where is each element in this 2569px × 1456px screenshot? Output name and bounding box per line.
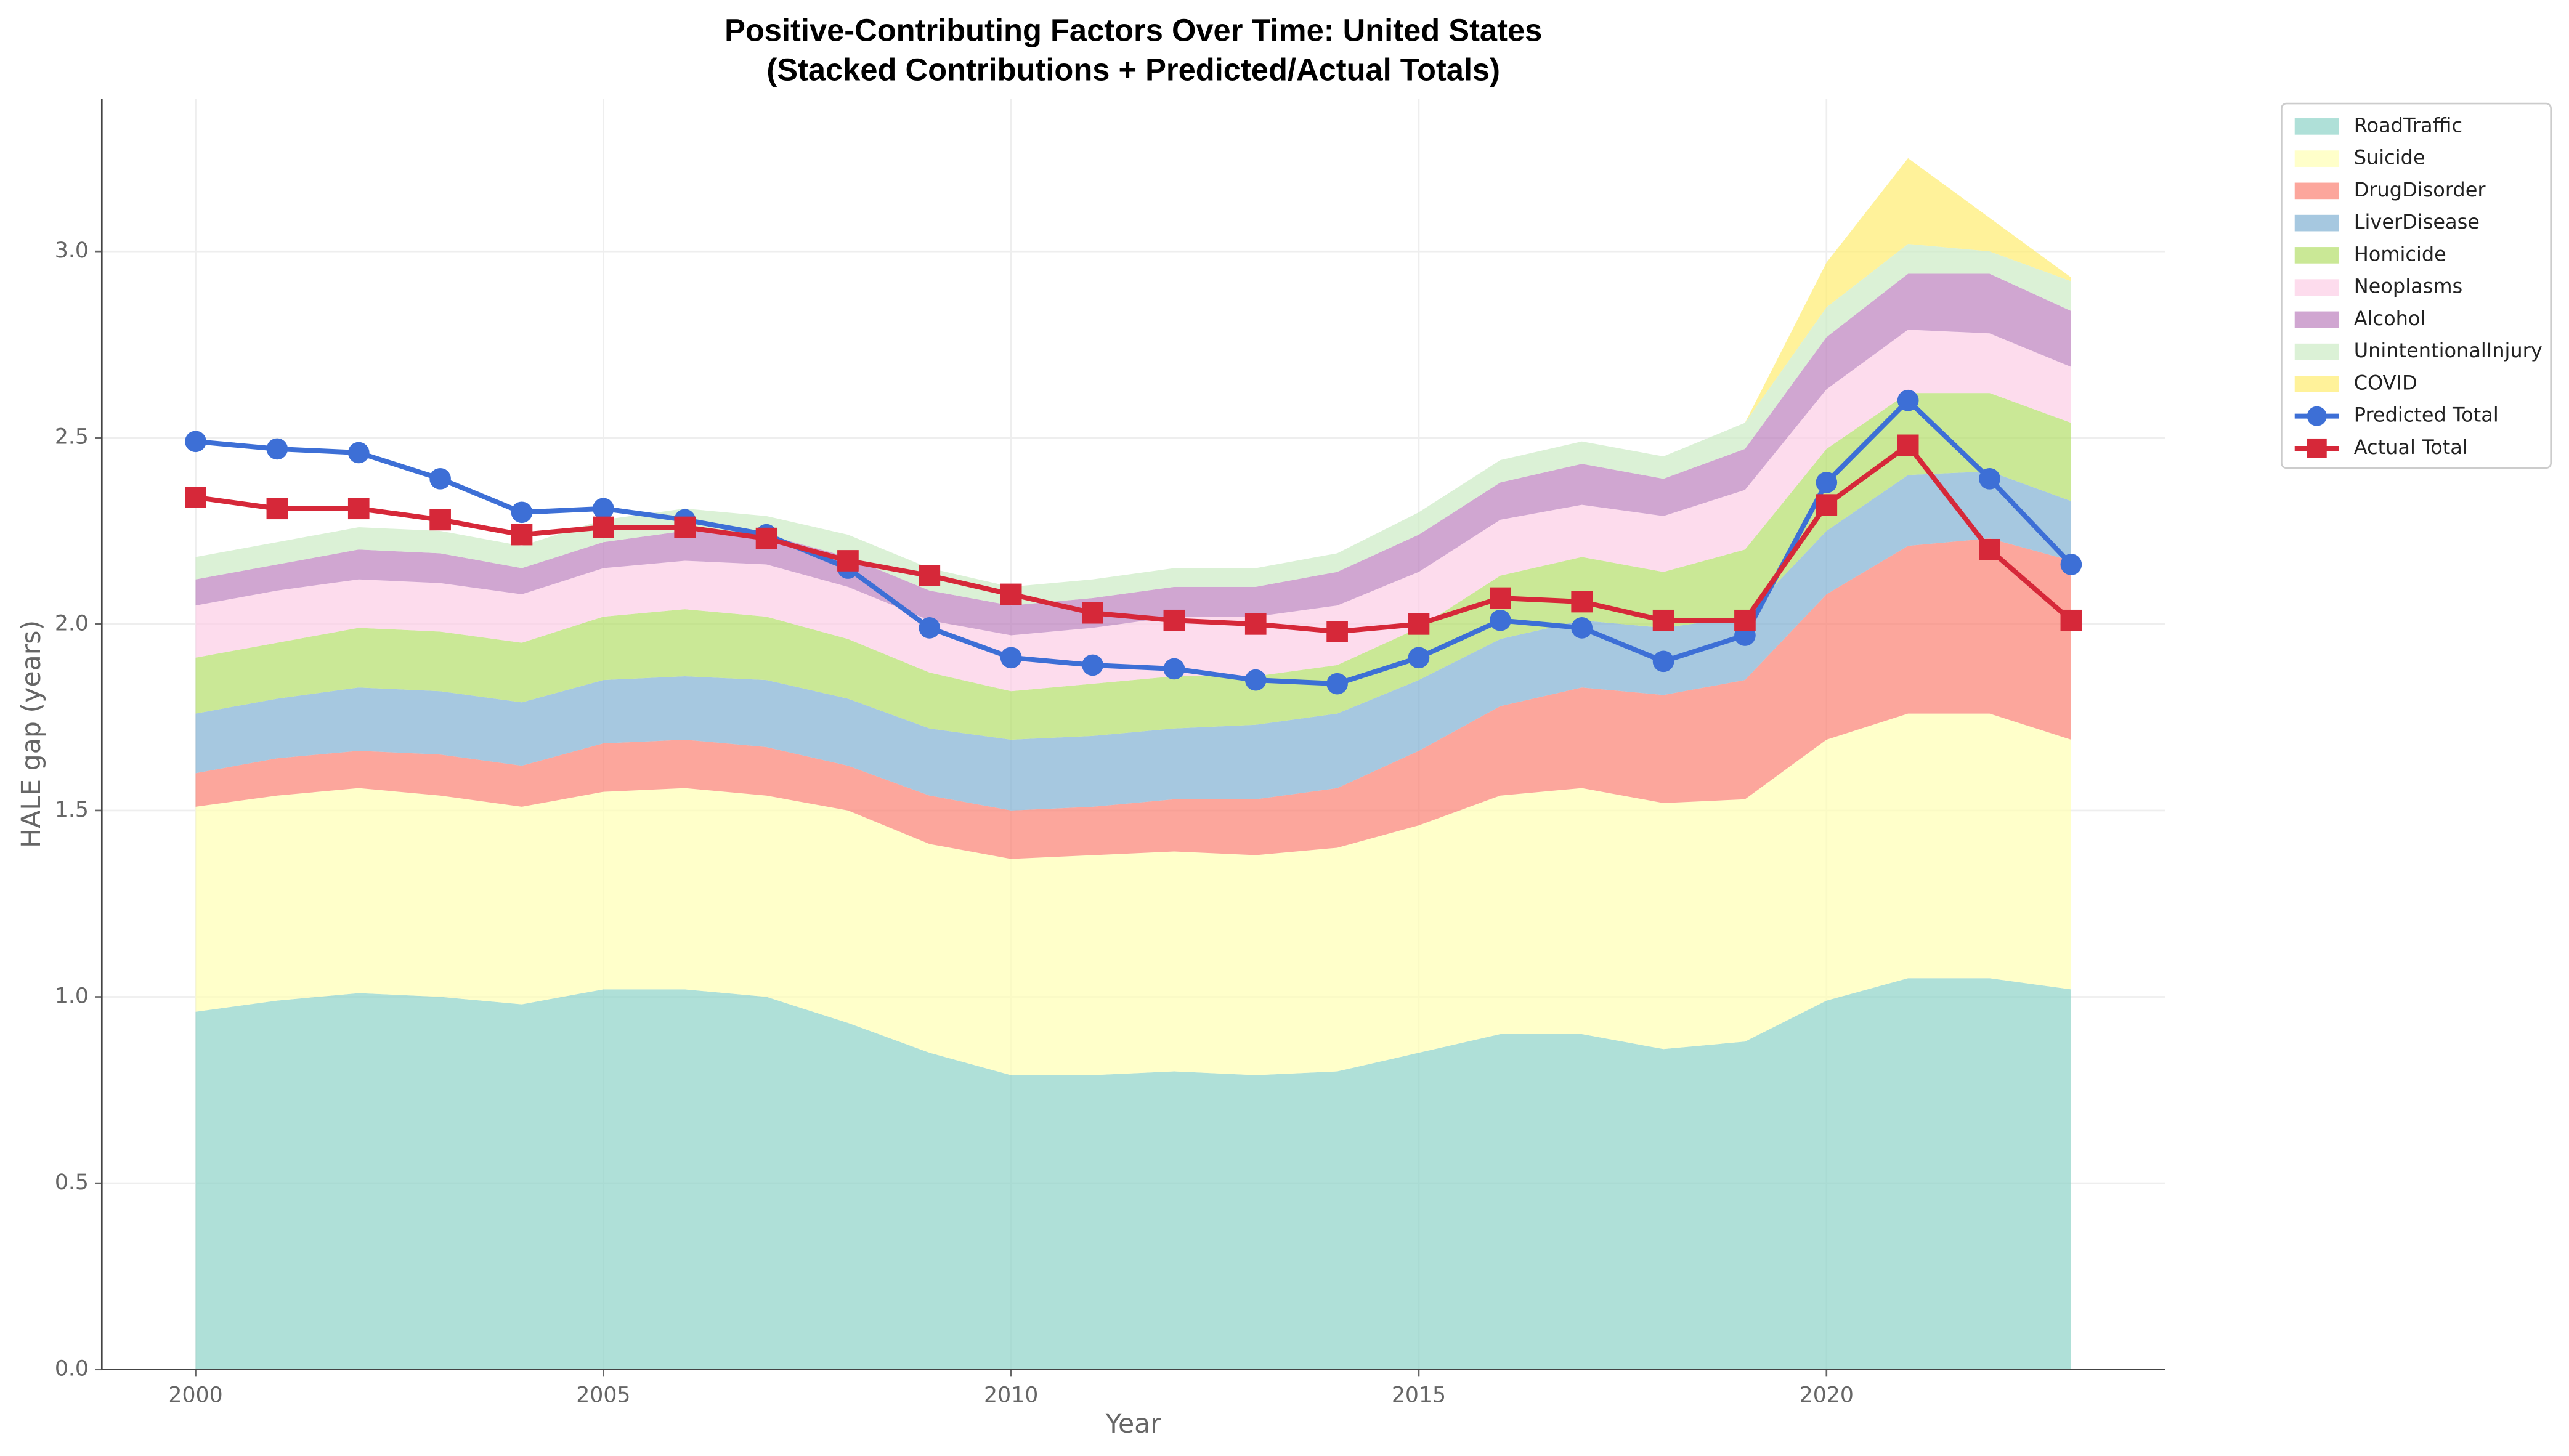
marker — [755, 527, 777, 549]
total-line — [195, 397, 2073, 687]
marker — [1408, 647, 1430, 669]
legend-swatch — [2294, 311, 2339, 328]
y-tick-label: 0.5 — [55, 1170, 89, 1195]
legend-label: RoadTraffic — [2354, 113, 2462, 137]
legend-label: Predicted Total — [2354, 403, 2499, 427]
legend-swatch — [2294, 214, 2339, 232]
marker — [593, 498, 614, 520]
marker — [1734, 609, 1756, 631]
legend-label: Suicide — [2354, 146, 2425, 169]
marker — [185, 431, 206, 453]
legend-swatch — [2294, 182, 2339, 200]
marker — [1571, 617, 1593, 639]
marker — [266, 438, 288, 460]
marker — [511, 524, 533, 546]
x-axis-label: Year — [1105, 1409, 1162, 1439]
chart-subtitle: (Stacked Contributions + Predicted/Actua… — [766, 52, 1500, 87]
y-tick-label: 1.5 — [55, 798, 89, 822]
marker — [674, 516, 696, 538]
legend-label: LiverDisease — [2354, 210, 2480, 233]
legend-swatch — [2294, 118, 2339, 135]
total-line — [195, 442, 2073, 634]
marker — [1326, 673, 1348, 695]
area — [195, 713, 2071, 1075]
legend-label: Neoplasms — [2354, 275, 2462, 298]
legend-marker — [2307, 406, 2327, 426]
marker — [919, 565, 941, 586]
marker — [1082, 602, 1103, 624]
marker — [1816, 472, 1838, 493]
marker — [1490, 587, 1511, 609]
legend: RoadTraffic Suicide DrugDisorder LiverDisea… — [2281, 102, 2552, 469]
marker — [1163, 658, 1185, 680]
areas — [195, 158, 2071, 1370]
legend-swatch — [2294, 150, 2339, 167]
marker — [347, 442, 370, 464]
legend-box — [2281, 102, 2552, 469]
marker — [266, 498, 288, 520]
chart-title: Positive-Contributing Factors Over Time:… — [724, 13, 1542, 48]
marker — [429, 467, 451, 490]
marker — [1244, 669, 1267, 691]
marker — [2060, 609, 2082, 631]
lines — [185, 389, 2082, 695]
legend-marker — [2307, 438, 2327, 458]
x-tick-label: 2005 — [576, 1383, 630, 1407]
area — [195, 393, 2071, 740]
y-tick-label: 3.0 — [55, 238, 89, 263]
marker — [1897, 389, 1919, 411]
x-tick-label: 2000 — [168, 1383, 222, 1407]
marker — [1000, 647, 1022, 669]
y-tick-label: 1.0 — [55, 984, 89, 1009]
x-tick-label: 2020 — [1800, 1383, 1854, 1407]
legend-label: Homicide — [2354, 242, 2446, 265]
marker — [1979, 538, 2000, 560]
marker — [919, 617, 941, 639]
marker — [1408, 613, 1430, 635]
marker — [429, 509, 451, 531]
y-tick-label: 0.0 — [55, 1357, 89, 1381]
marker — [1244, 613, 1267, 635]
marker — [1490, 609, 1511, 631]
y-tick-label: 2.0 — [55, 611, 89, 636]
marker — [511, 501, 533, 524]
marker — [2060, 554, 2082, 575]
marker — [1326, 621, 1348, 642]
area — [195, 471, 2071, 811]
legend-swatch — [2294, 343, 2339, 360]
axes: 0.0 0.5 1.0 1.5 2.0 2.5 3.0 2000 2005 2010 2015 202… — [55, 99, 2165, 1407]
marker — [185, 487, 206, 508]
legend-label: DrugDisorder — [2354, 178, 2486, 201]
marker — [593, 516, 614, 538]
legend-label: COVID — [2354, 371, 2417, 394]
marker — [1652, 609, 1674, 631]
x-tick-label: 2015 — [1392, 1383, 1446, 1407]
marker — [1652, 650, 1674, 673]
marker — [1082, 654, 1103, 676]
marker — [837, 550, 859, 572]
marker — [1979, 467, 2000, 490]
area — [195, 158, 2071, 587]
y-axis-label: HALE gap (years) — [16, 620, 47, 848]
area — [195, 273, 2071, 636]
legend-swatch — [2294, 247, 2339, 264]
marker — [1163, 609, 1185, 631]
marker — [1897, 434, 1919, 456]
area — [195, 330, 2071, 692]
area — [195, 538, 2071, 859]
legend-swatch — [2294, 376, 2339, 392]
marker — [347, 498, 370, 520]
marker — [1571, 591, 1593, 613]
marker — [1000, 583, 1022, 605]
legend-label: Alcohol — [2354, 307, 2426, 330]
area — [195, 978, 2071, 1370]
marker — [1816, 494, 1838, 516]
y-tick-label: 2.5 — [55, 425, 89, 450]
legend-label: Actual Total — [2354, 435, 2468, 459]
x-tick-label: 2010 — [984, 1383, 1038, 1407]
legend-label: UnintentionalInjury — [2354, 339, 2543, 362]
legend-swatch — [2294, 279, 2339, 296]
